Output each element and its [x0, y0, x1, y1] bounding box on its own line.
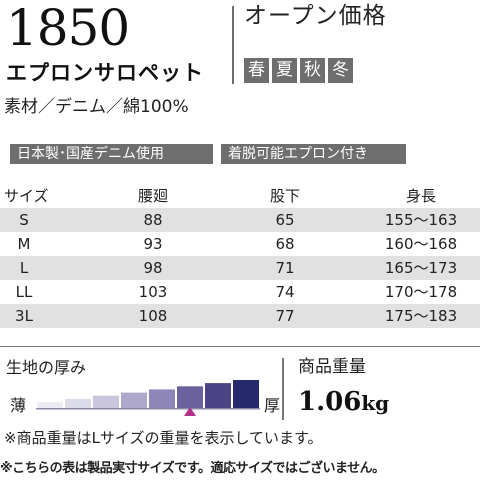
feature-badge-detachable-apron: 着脱可能エプロン付き — [221, 144, 406, 164]
table-cell-waist: 88 — [143, 211, 163, 229]
table-cell-height: 160〜168 — [384, 235, 458, 253]
table-cell-inseam: 65 — [275, 211, 295, 229]
season-badge-winter: 冬 — [328, 58, 353, 83]
table-cell-height: 175〜183 — [384, 307, 458, 325]
table-cell-inseam: 68 — [275, 235, 295, 253]
table-header-height: 身長 — [405, 187, 437, 205]
table-row: 3L 108 77 175〜183 — [0, 304, 480, 328]
thickness-label: 生地の厚み — [6, 358, 87, 377]
table-row: S 88 65 155〜163 — [0, 208, 480, 232]
table-cell-waist: 103 — [138, 283, 168, 301]
table-cell-size: M — [17, 235, 31, 253]
header-divider — [232, 6, 234, 84]
table-header-row: サイズ 腰廻 股下 身長 — [0, 184, 480, 208]
table-cell-size: LL — [15, 283, 33, 301]
weight-divider — [282, 358, 284, 420]
table-row: LL 103 74 170〜178 — [0, 280, 480, 304]
table-header-inseam: 股下 — [269, 187, 301, 205]
weight-value: 1.06kg — [298, 386, 389, 419]
thickness-level-2 — [65, 398, 91, 408]
table-header-waist: 腰廻 — [137, 187, 169, 205]
thickness-baseline — [36, 408, 260, 410]
thickness-level-6 — [177, 386, 203, 408]
table-cell-height: 170〜178 — [384, 283, 458, 301]
weight-unit: kg — [361, 391, 390, 415]
table-header-size: サイズ — [4, 187, 49, 205]
table-row: L 98 71 165〜173 — [0, 256, 480, 280]
thickness-level-3 — [93, 395, 119, 408]
feature-badges: 日本製･国産デニム使用 着脱可能エプロン付き — [10, 144, 406, 164]
table-cell-inseam: 71 — [275, 259, 295, 277]
table-cell-inseam: 74 — [275, 283, 295, 301]
thickness-level-8 — [233, 380, 259, 408]
thickness-level-7 — [205, 383, 231, 408]
thick-label: 厚 — [264, 396, 281, 415]
table-cell-height: 165〜173 — [384, 259, 458, 277]
thickness-level-1 — [37, 402, 63, 408]
table-note: ※こちらの表は製品実寸サイズです。適応サイズではございません。 — [0, 461, 385, 476]
section-divider — [0, 346, 480, 347]
table-cell-waist: 108 — [138, 307, 168, 325]
size-table: サイズ 腰廻 股下 身長 S 88 65 155〜163 M 93 68 160… — [0, 184, 480, 328]
table-cell-size: 3L — [15, 307, 33, 325]
weight-label: 商品重量 — [298, 357, 366, 377]
price-label: オープン価格 — [244, 3, 387, 29]
table-row: M 93 68 160〜168 — [0, 232, 480, 256]
thickness-level-4 — [121, 392, 147, 408]
season-badge-autumn: 秋 — [300, 58, 325, 83]
product-name: エプロンサロペット — [6, 61, 204, 85]
thickness-level-5 — [149, 389, 175, 408]
season-badges: 春 夏 秋 冬 — [244, 58, 353, 83]
product-number: 1850 — [6, 0, 130, 57]
season-badge-summer: 夏 — [272, 58, 297, 83]
table-cell-inseam: 77 — [275, 307, 295, 325]
weight-number: 1.06 — [298, 387, 362, 417]
table-cell-size: L — [19, 259, 29, 277]
material-text: 素材／デニム／綿100% — [4, 97, 189, 117]
table-cell-size: S — [19, 211, 29, 229]
table-cell-height: 155〜163 — [384, 211, 458, 229]
thickness-scale — [36, 380, 260, 416]
table-cell-waist: 98 — [143, 259, 163, 277]
thin-label: 薄 — [10, 396, 27, 415]
table-cell-waist: 93 — [143, 235, 163, 253]
feature-badge-made-in-japan: 日本製･国産デニム使用 — [10, 144, 213, 164]
weight-note: ※商品重量はLサイズの重量を表示しています。 — [4, 429, 323, 447]
season-badge-spring: 春 — [244, 58, 269, 83]
thickness-marker — [184, 407, 196, 416]
